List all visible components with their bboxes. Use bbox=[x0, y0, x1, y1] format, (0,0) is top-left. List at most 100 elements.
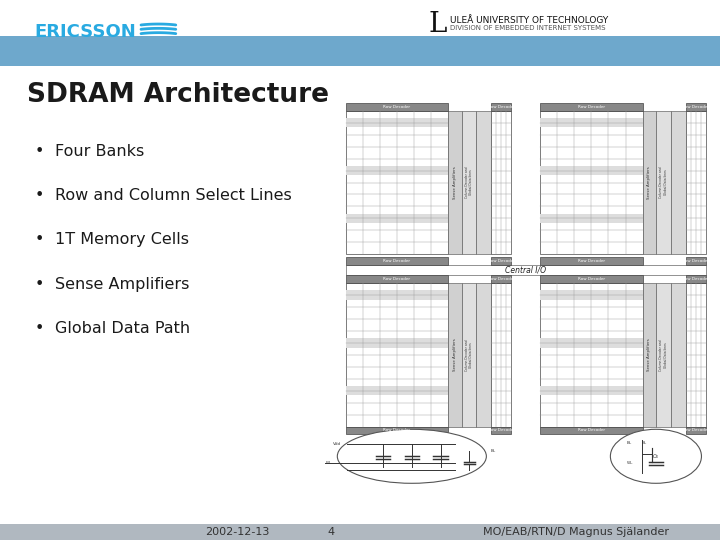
Bar bbox=[346, 283, 449, 427]
Bar bbox=[685, 111, 706, 254]
Bar bbox=[540, 118, 643, 127]
Bar bbox=[491, 103, 511, 111]
Bar bbox=[477, 111, 491, 254]
Text: BL: BL bbox=[491, 449, 496, 453]
Bar bbox=[346, 103, 449, 111]
Bar bbox=[346, 214, 449, 223]
Text: ULEÅ UNIVERSITY OF TECHNOLOGY: ULEÅ UNIVERSITY OF TECHNOLOGY bbox=[450, 16, 608, 25]
Text: WL: WL bbox=[627, 461, 634, 465]
Text: Row Decoder: Row Decoder bbox=[682, 428, 709, 433]
Ellipse shape bbox=[611, 429, 701, 483]
Text: BL: BL bbox=[627, 441, 632, 445]
Bar bbox=[449, 111, 462, 254]
Text: Central I/O: Central I/O bbox=[505, 266, 546, 274]
Bar bbox=[540, 166, 643, 176]
Bar bbox=[477, 283, 491, 427]
Text: Row Decoder: Row Decoder bbox=[487, 277, 515, 281]
Ellipse shape bbox=[337, 429, 487, 483]
Bar bbox=[346, 386, 449, 395]
Text: Row Decoder: Row Decoder bbox=[577, 428, 605, 433]
Bar bbox=[491, 427, 511, 434]
Text: Sense Amplifiers: Sense Amplifiers bbox=[453, 166, 457, 199]
Bar bbox=[656, 111, 671, 254]
Text: Sense Amplifiers: Sense Amplifiers bbox=[647, 166, 652, 199]
Bar bbox=[540, 338, 643, 348]
Bar bbox=[540, 214, 643, 223]
Text: DIVISION OF EMBEDDED INTERNET SYSTEMS: DIVISION OF EMBEDDED INTERNET SYSTEMS bbox=[450, 25, 606, 31]
Text: 2002-12-13: 2002-12-13 bbox=[205, 527, 270, 537]
Bar bbox=[346, 118, 449, 127]
Text: Column Decoder and
Global Data lines: Column Decoder and Global Data lines bbox=[464, 339, 473, 370]
Text: Row Decoder: Row Decoder bbox=[487, 428, 515, 433]
Text: Four Banks: Four Banks bbox=[55, 144, 144, 159]
Bar bbox=[540, 275, 643, 283]
Text: Cs: Cs bbox=[652, 454, 658, 459]
Text: Column Decoder and
Global Data lines: Column Decoder and Global Data lines bbox=[659, 339, 667, 370]
Bar bbox=[671, 111, 685, 254]
Text: Row Decoder: Row Decoder bbox=[487, 105, 515, 109]
Text: Global Data Path: Global Data Path bbox=[55, 321, 190, 336]
Bar bbox=[540, 427, 643, 434]
Text: BL: BL bbox=[642, 441, 647, 445]
Bar bbox=[346, 257, 449, 265]
Text: •: • bbox=[35, 276, 44, 292]
Text: •: • bbox=[35, 232, 44, 247]
Text: Row Decoder: Row Decoder bbox=[682, 259, 709, 263]
Text: MO/EAB/RTN/D Magnus Själander: MO/EAB/RTN/D Magnus Själander bbox=[483, 527, 669, 537]
Bar bbox=[346, 275, 449, 283]
Text: WL: WL bbox=[325, 461, 332, 465]
Text: Row Decoder: Row Decoder bbox=[383, 277, 410, 281]
Text: Row Decoder: Row Decoder bbox=[682, 105, 709, 109]
Bar bbox=[540, 386, 643, 395]
Bar bbox=[540, 283, 643, 427]
Bar bbox=[491, 257, 511, 265]
Bar bbox=[346, 265, 706, 275]
Bar bbox=[540, 103, 643, 111]
Text: Sense Amplifiers: Sense Amplifiers bbox=[647, 339, 652, 371]
Text: 1T Memory Cells: 1T Memory Cells bbox=[55, 232, 189, 247]
Text: Vdd: Vdd bbox=[333, 442, 341, 447]
Bar bbox=[656, 283, 671, 427]
Bar bbox=[462, 283, 477, 427]
Bar bbox=[491, 111, 511, 254]
Bar bbox=[685, 257, 706, 265]
Bar bbox=[685, 427, 706, 434]
Bar bbox=[671, 283, 685, 427]
Bar bbox=[685, 275, 706, 283]
Bar bbox=[540, 257, 643, 265]
Text: Sense Amplifiers: Sense Amplifiers bbox=[55, 276, 189, 292]
Text: •: • bbox=[35, 321, 44, 336]
Text: Row Decoder: Row Decoder bbox=[383, 105, 410, 109]
Text: Row Decoder: Row Decoder bbox=[577, 259, 605, 263]
Bar bbox=[346, 111, 449, 254]
Bar bbox=[346, 427, 449, 434]
Text: ERICSSON: ERICSSON bbox=[35, 23, 136, 42]
Bar bbox=[462, 111, 477, 254]
Bar bbox=[0, 524, 720, 540]
Bar bbox=[643, 111, 656, 254]
Bar bbox=[685, 283, 706, 427]
Text: Row Decoder: Row Decoder bbox=[383, 259, 410, 263]
Text: 4: 4 bbox=[328, 527, 335, 537]
Bar bbox=[491, 283, 511, 427]
Text: Row Decoder: Row Decoder bbox=[577, 105, 605, 109]
Bar bbox=[346, 290, 449, 300]
Text: Sense Amplifiers: Sense Amplifiers bbox=[453, 339, 457, 371]
Text: Column Decoder and
Global Data lines: Column Decoder and Global Data lines bbox=[659, 167, 667, 198]
Text: •: • bbox=[35, 188, 44, 203]
Bar bbox=[643, 283, 656, 427]
Text: Row Decoder: Row Decoder bbox=[577, 277, 605, 281]
Text: Row Decoder: Row Decoder bbox=[383, 428, 410, 433]
Text: Row and Column Select Lines: Row and Column Select Lines bbox=[55, 188, 292, 203]
Text: L: L bbox=[428, 11, 447, 38]
Bar bbox=[685, 103, 706, 111]
Text: Column Decoder and
Global Data lines: Column Decoder and Global Data lines bbox=[464, 167, 473, 198]
Bar bbox=[491, 275, 511, 283]
Bar bbox=[540, 290, 643, 300]
Bar bbox=[346, 338, 449, 348]
Text: •: • bbox=[35, 144, 44, 159]
Bar bbox=[0, 36, 720, 66]
Bar bbox=[540, 111, 643, 254]
Text: Row Decoder: Row Decoder bbox=[487, 259, 515, 263]
Text: SDRAM Architecture: SDRAM Architecture bbox=[27, 82, 329, 107]
